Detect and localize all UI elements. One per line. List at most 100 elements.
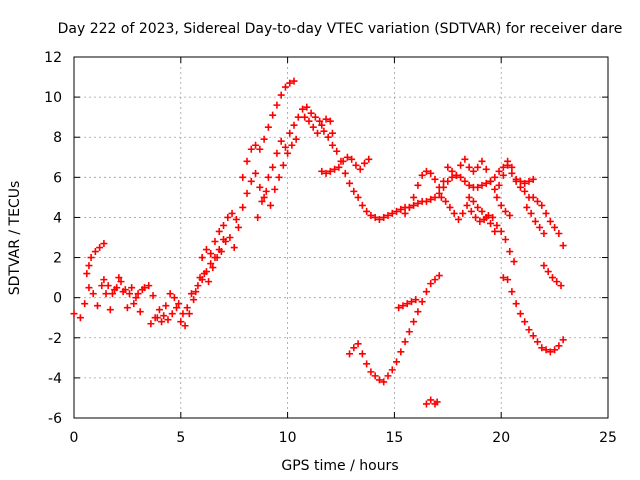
data-point — [91, 248, 99, 256]
data-point — [128, 284, 136, 292]
data-point — [354, 340, 362, 348]
data-point — [243, 189, 251, 197]
data-point — [267, 201, 275, 209]
data-point — [363, 207, 371, 215]
data-point — [521, 179, 529, 187]
y-tick-label: 12 — [44, 50, 62, 66]
data-point — [198, 276, 206, 284]
data-point — [93, 302, 101, 310]
data-point — [422, 197, 430, 205]
data-point — [551, 346, 559, 354]
data-point — [397, 205, 405, 213]
data-point — [465, 181, 473, 189]
data-point — [202, 246, 210, 254]
data-point — [548, 274, 556, 282]
data-point — [162, 302, 170, 310]
data-point — [469, 167, 477, 175]
y-tick-labels: -6 -4 -2 0 2 4 6 8 10 12 — [44, 50, 62, 427]
data-point — [108, 290, 116, 298]
data-point — [160, 312, 168, 320]
data-point — [405, 203, 413, 211]
data-point — [410, 318, 418, 326]
y-tick-label: 4 — [53, 210, 62, 226]
data-point — [525, 177, 533, 185]
data-point — [322, 169, 330, 177]
data-point — [286, 129, 294, 137]
data-point — [290, 77, 298, 85]
data-point — [551, 223, 559, 231]
y-tick-label: -2 — [48, 331, 62, 347]
data-point — [403, 300, 411, 308]
data-point — [264, 123, 272, 131]
data-point — [243, 157, 251, 165]
data-point — [215, 246, 223, 254]
data-point — [534, 197, 542, 205]
data-point — [164, 316, 172, 324]
data-point — [209, 264, 217, 272]
data-point — [81, 300, 89, 308]
data-point — [538, 344, 546, 352]
data-point — [123, 304, 131, 312]
series-track-7 — [422, 396, 441, 408]
data-point — [205, 278, 213, 286]
data-point — [273, 101, 281, 109]
data-point — [190, 296, 198, 304]
data-point — [262, 187, 270, 195]
data-point — [147, 320, 155, 328]
data-point — [508, 163, 516, 171]
data-point — [309, 123, 317, 131]
data-point — [318, 167, 326, 175]
data-point — [401, 209, 409, 217]
data-point — [482, 213, 490, 221]
data-point — [501, 207, 509, 215]
data-point — [126, 290, 134, 298]
data-point — [333, 147, 341, 155]
data-point — [410, 193, 418, 201]
data-point — [211, 254, 219, 262]
data-point — [183, 304, 191, 312]
data-point — [247, 177, 255, 185]
data-point — [149, 292, 157, 300]
data-point — [239, 203, 247, 211]
data-point — [220, 221, 228, 229]
data-point — [540, 262, 548, 270]
data-point — [459, 209, 467, 217]
data-point — [418, 171, 426, 179]
data-point — [525, 326, 533, 334]
data-point — [89, 290, 97, 298]
data-point — [476, 217, 484, 225]
series-track-13 — [540, 262, 565, 290]
data-point — [427, 195, 435, 203]
data-point — [367, 368, 375, 376]
data-point — [350, 187, 358, 195]
data-point — [331, 165, 339, 173]
data-point — [531, 217, 539, 225]
data-point — [478, 207, 486, 215]
data-point — [264, 173, 272, 181]
data-point — [463, 201, 471, 209]
data-point — [314, 129, 322, 137]
data-point — [450, 209, 458, 217]
data-point — [254, 213, 262, 221]
data-point — [546, 217, 554, 225]
y-tick-label: 0 — [53, 291, 62, 307]
data-point — [326, 167, 334, 175]
data-point — [487, 177, 495, 185]
data-point — [277, 137, 285, 145]
data-point — [96, 244, 104, 252]
data-point — [474, 183, 482, 191]
data-point — [384, 372, 392, 380]
y-tick-label: 8 — [53, 130, 62, 146]
data-point — [527, 209, 535, 217]
data-point — [260, 135, 268, 143]
data-point — [418, 298, 426, 306]
data-point — [412, 296, 420, 304]
y-tick-label: 6 — [53, 170, 62, 186]
data-point — [224, 213, 232, 221]
x-tick-label: 10 — [279, 430, 297, 446]
data-point — [256, 183, 264, 191]
data-point — [322, 115, 330, 123]
data-point — [273, 149, 281, 157]
data-point — [269, 111, 277, 119]
